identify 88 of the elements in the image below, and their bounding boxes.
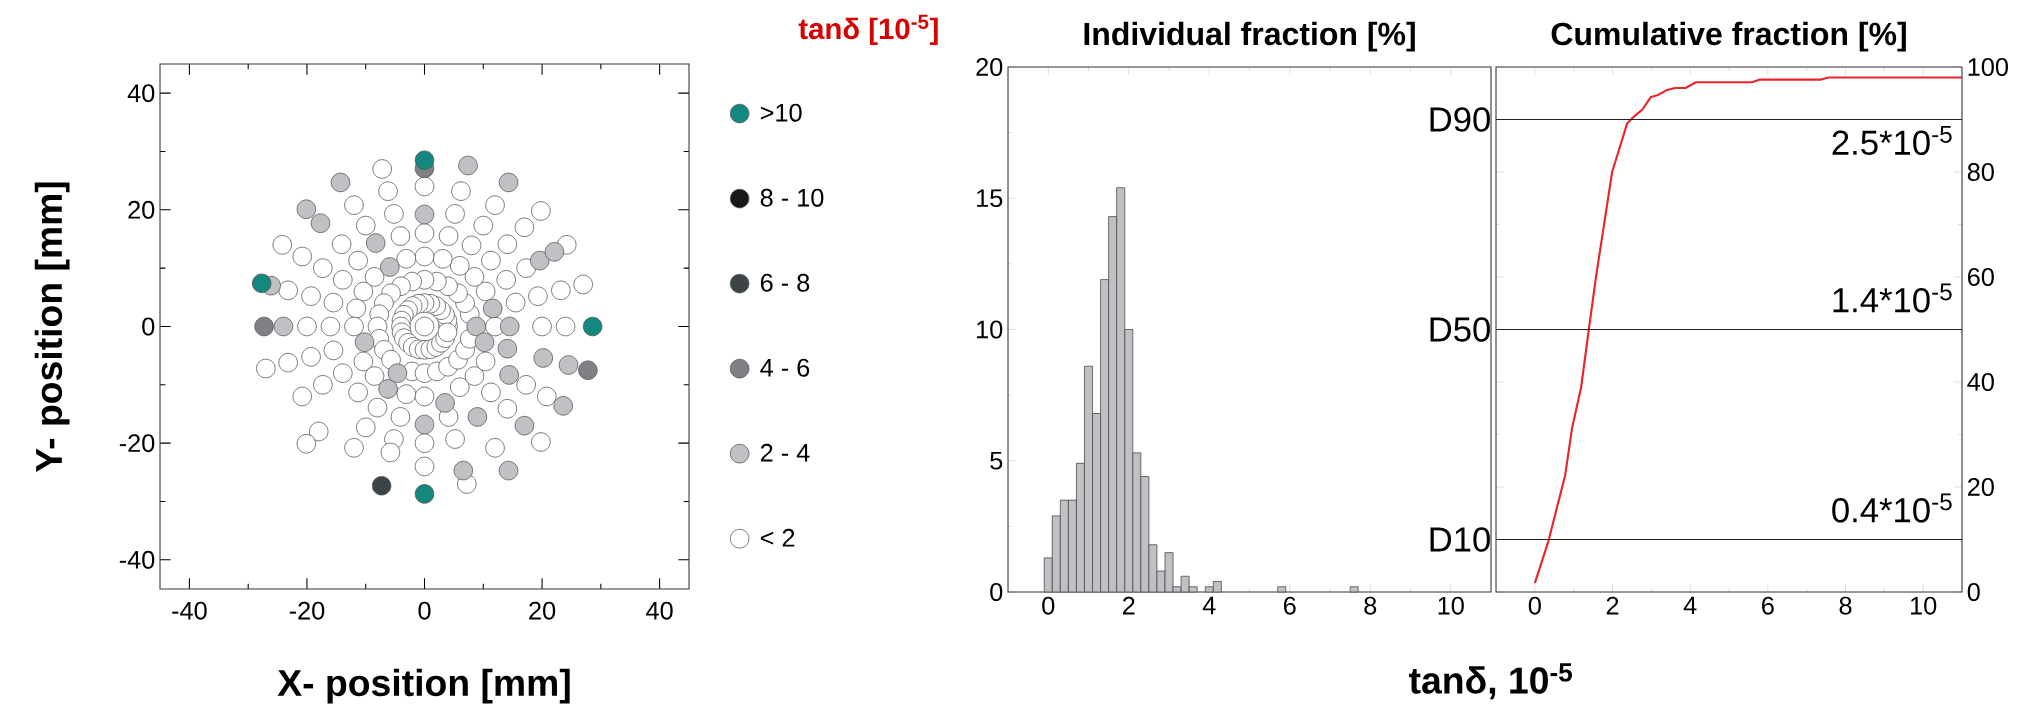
legend-label: 6 - 8 bbox=[760, 273, 810, 292]
point bbox=[254, 316, 274, 337]
point bbox=[414, 484, 435, 504]
y-tick-label: 40 bbox=[1967, 373, 1994, 391]
ref-line-label: D10 bbox=[1430, 527, 1490, 552]
x-tick-label: 2 bbox=[1606, 596, 1619, 615]
point bbox=[414, 150, 435, 170]
point bbox=[497, 338, 518, 359]
legend-label: 2 - 4 bbox=[760, 443, 810, 462]
point bbox=[514, 415, 535, 436]
point bbox=[273, 316, 294, 337]
point bbox=[500, 316, 520, 337]
y-tick-label: 15 bbox=[977, 189, 1003, 208]
point bbox=[435, 393, 455, 413]
annotation: 1.4*10$^{-5}$ bbox=[1833, 283, 1952, 313]
y-tick-label: 10 bbox=[977, 320, 1003, 339]
x-tick-label: -40 bbox=[172, 601, 207, 620]
annotation: 2.5*10$^{-5}$ bbox=[1832, 125, 1952, 156]
point bbox=[474, 332, 495, 352]
point bbox=[453, 460, 474, 481]
x-tick-label: 8 bbox=[1364, 596, 1377, 615]
point bbox=[378, 379, 398, 399]
point bbox=[310, 213, 331, 233]
y-tick-label: 100 bbox=[1968, 58, 2008, 76]
x-tick-label: 10 bbox=[1911, 596, 1937, 615]
x-tick-label: 4 bbox=[1202, 596, 1216, 615]
x-tick-label: 8 bbox=[1839, 596, 1852, 615]
point bbox=[482, 298, 503, 319]
annotation: 0.4*10$^{-5}$ bbox=[1832, 493, 1952, 523]
point bbox=[414, 204, 435, 225]
point bbox=[251, 273, 272, 294]
point bbox=[544, 242, 565, 262]
y-tick-label: 0 bbox=[990, 583, 1003, 601]
y-tick-label: -20 bbox=[119, 434, 155, 453]
y-tick-label: 0 bbox=[142, 317, 155, 336]
y-tick-label: -40 bbox=[119, 550, 155, 569]
x-tick-label: 10 bbox=[1438, 596, 1464, 615]
chart-title: Individual fraction [%] bbox=[1084, 21, 1415, 52]
x-tick-label: 6 bbox=[1762, 596, 1774, 615]
point bbox=[330, 172, 351, 193]
point bbox=[380, 257, 400, 277]
legend-label: < 2 bbox=[760, 528, 795, 547]
point bbox=[533, 348, 553, 368]
point bbox=[365, 233, 386, 253]
point bbox=[296, 199, 317, 219]
legend-label: >10 bbox=[760, 103, 802, 122]
point bbox=[371, 476, 392, 496]
x-tick-label: 40 bbox=[646, 601, 673, 620]
point bbox=[529, 250, 550, 271]
point bbox=[387, 363, 408, 383]
x-tick-label: 0 bbox=[1528, 596, 1541, 615]
y-tick-label: 0 bbox=[1967, 583, 1980, 601]
ref-line-label: D50 bbox=[1430, 317, 1490, 342]
x-axis-title: tanδ, 10$^{-5}$ bbox=[1409, 663, 1573, 700]
point bbox=[498, 460, 519, 481]
y-tick-label: 80 bbox=[1967, 163, 1994, 181]
x-tick-label: 6 bbox=[1283, 596, 1296, 615]
point bbox=[498, 172, 519, 193]
y-tick-label: 60 bbox=[1968, 268, 1994, 286]
point bbox=[467, 407, 488, 427]
point bbox=[553, 396, 573, 416]
legend-label: 8 - 10 bbox=[760, 188, 824, 207]
x-tick-label: 0 bbox=[1042, 596, 1055, 615]
x-axis-title: X- position [mm] bbox=[277, 668, 570, 704]
line-series bbox=[1533, 76, 1964, 585]
x-tick-label: 20 bbox=[529, 601, 556, 620]
x-tick-label: -20 bbox=[289, 601, 325, 620]
y-tick-label: 20 bbox=[976, 58, 1003, 76]
point bbox=[558, 355, 579, 375]
x-tick-label: 2 bbox=[1123, 596, 1135, 615]
point bbox=[578, 360, 598, 380]
y-tick-label: 40 bbox=[127, 84, 155, 103]
point bbox=[499, 365, 519, 385]
chart-title: Cumulative fraction [%] bbox=[1551, 21, 1906, 52]
y-tick-label: 20 bbox=[1968, 478, 1994, 496]
point bbox=[582, 316, 603, 337]
point bbox=[458, 155, 478, 176]
y-tick-label: 20 bbox=[128, 200, 155, 219]
point bbox=[466, 316, 486, 337]
point bbox=[414, 414, 435, 435]
ref-line-label: D90 bbox=[1430, 107, 1490, 132]
legend-label: 4 - 6 bbox=[760, 358, 810, 377]
x-tick-label: 0 bbox=[418, 601, 431, 620]
legend-title: tanδ [10$^{-5}$] bbox=[798, 14, 938, 45]
y-tick-label: 5 bbox=[990, 451, 1003, 470]
x-tick-label: 4 bbox=[1683, 596, 1697, 615]
y-axis-title: Y- position [mm] bbox=[34, 182, 70, 473]
point bbox=[354, 332, 375, 352]
